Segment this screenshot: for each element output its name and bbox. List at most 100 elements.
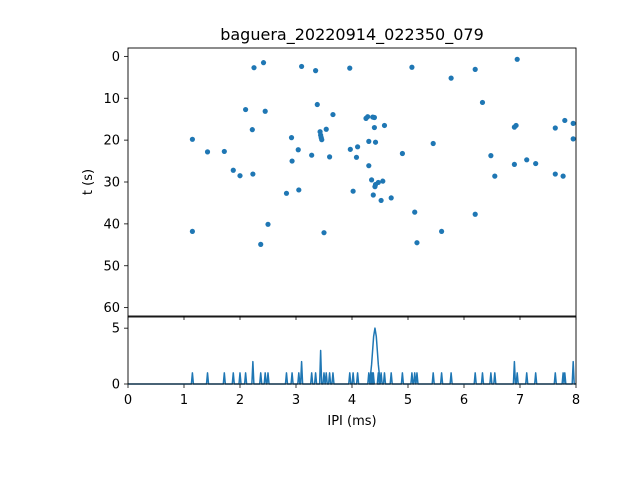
histogram-x-tick-label: 6: [460, 393, 468, 408]
scatter-point: [237, 173, 243, 179]
histogram-x-tick-label: 7: [516, 393, 524, 408]
scatter-point: [492, 173, 498, 179]
scatter-point: [552, 171, 558, 177]
scatter-point: [414, 240, 420, 246]
scatter-point: [299, 63, 305, 70]
scatter-point: [560, 173, 566, 179]
scatter-point: [371, 114, 377, 121]
histogram-x-tick-label: 0: [124, 393, 132, 408]
scatter-point: [323, 126, 329, 132]
scatter-point: [347, 146, 353, 152]
scatter-point: [296, 187, 302, 193]
histogram-y-tick-label: 5: [112, 322, 120, 337]
scatter-point: [371, 124, 377, 131]
scatter-point: [570, 136, 576, 142]
scatter-point: [265, 221, 271, 227]
scatter-point: [472, 211, 478, 217]
scatter-point: [314, 101, 320, 108]
scatter-point: [562, 117, 568, 124]
scatter-point: [262, 108, 268, 114]
scatter-point: [289, 158, 295, 164]
scatter-point: [570, 120, 576, 126]
scatter-point: [524, 157, 530, 163]
scatter-point: [388, 195, 394, 201]
histogram-x-tick-label: 5: [404, 393, 412, 408]
scatter-point: [479, 99, 486, 106]
y-axis-label-t: t (s): [81, 169, 96, 195]
scatter-point: [365, 114, 371, 120]
scatter-point: [288, 135, 295, 141]
scatter-point: [378, 197, 384, 204]
histogram-y-tick-label: 0: [112, 378, 120, 393]
scatter-point: [409, 64, 415, 70]
scatter-y-tick-label: 0: [112, 50, 120, 65]
scatter-point: [319, 137, 325, 143]
scatter-point: [189, 136, 195, 142]
scatter-y-tick-label: 40: [103, 217, 120, 232]
scatter-point: [321, 230, 327, 236]
scatter-point: [260, 60, 267, 66]
scatter-point: [189, 228, 195, 235]
scatter-y-ticks: 0 10 20 30 40 50 60: [103, 50, 128, 316]
scatter-point: [353, 154, 360, 160]
x-axis-label-ipi: IPI (ms): [327, 414, 376, 429]
scatter-point: [370, 192, 376, 198]
scatter-point: [552, 125, 558, 131]
scatter-point: [375, 179, 381, 186]
scatter-plot-frame: [127, 47, 577, 317]
scatter-point: [355, 144, 361, 150]
histogram-x-tick-label: 2: [236, 393, 244, 408]
scatter-point: [514, 56, 520, 62]
scatter-point: [511, 161, 517, 168]
scatter-point: [309, 152, 315, 158]
histogram-plot-frame: [127, 316, 577, 385]
scatter-point: [327, 154, 333, 160]
histogram-x-ticks: 0 1 2 3 4 5 6 7 8: [124, 384, 580, 408]
scatter-point: [430, 140, 436, 147]
scatter-point: [258, 241, 264, 247]
scatter-y-tick-label: 50: [103, 259, 120, 274]
scatter-point: [347, 65, 353, 71]
scatter-point: [448, 75, 454, 81]
scatter-y-tick-label: 30: [103, 176, 120, 191]
scatter-point: [372, 139, 379, 145]
scatter-point: [295, 147, 301, 153]
scatter-point: [533, 160, 539, 167]
scatter-point: [472, 66, 478, 72]
scatter-point: [366, 138, 372, 144]
scatter-y-tick-label: 20: [103, 134, 120, 149]
scatter-point: [313, 68, 319, 74]
scatter-axes: baguera_20220914_022350_079 t (s) 0 10 20 3…: [81, 25, 577, 320]
scatter-point: [399, 150, 405, 157]
scatter-point: [350, 188, 356, 194]
scatter-point: [204, 149, 211, 155]
scatter-point: [230, 167, 236, 173]
scatter-point: [283, 190, 290, 196]
histogram-x-tick-label: 4: [348, 393, 356, 408]
scatter-point: [488, 153, 494, 159]
scatter-point: [243, 106, 249, 113]
histogram-x-tick-label: 8: [572, 393, 580, 408]
histogram-x-tick-label: 1: [180, 393, 188, 408]
scatter-point: [251, 65, 257, 71]
scatter-points: [189, 56, 576, 247]
scatter-point: [381, 122, 388, 129]
scatter-point: [249, 127, 255, 133]
chart-title: baguera_20220914_022350_079: [220, 25, 484, 45]
scatter-point: [330, 111, 336, 118]
scatter-point: [221, 148, 227, 155]
scatter-point: [366, 163, 372, 169]
scatter-point: [250, 171, 256, 177]
scatter-point: [439, 228, 445, 235]
histogram-x-tick-label: 3: [292, 393, 300, 408]
scatter-y-tick-label: 60: [103, 301, 120, 316]
scatter-point: [412, 209, 418, 215]
scatter-y-tick-label: 10: [103, 92, 120, 107]
scatter-point: [369, 177, 375, 183]
histogram-y-ticks: 05: [112, 322, 128, 393]
scatter-point: [380, 178, 386, 184]
scatter-point: [513, 122, 519, 129]
